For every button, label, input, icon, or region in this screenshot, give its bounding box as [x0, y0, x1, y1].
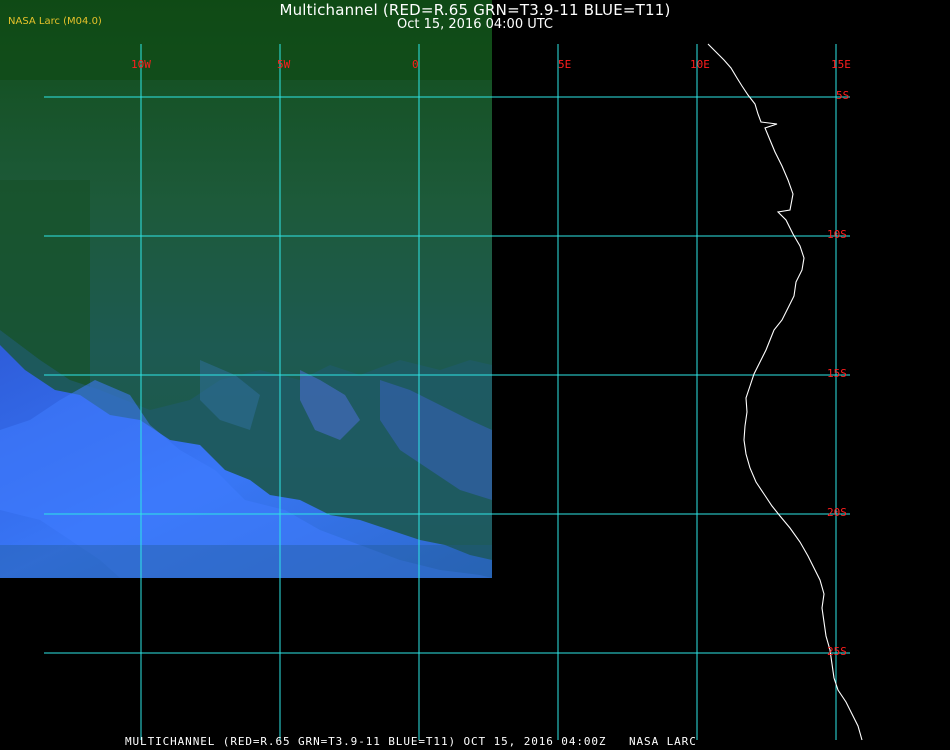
lat-lon-grid	[44, 44, 850, 740]
longitude-label-5w: 5W	[277, 58, 291, 71]
coastline	[707, 43, 863, 741]
latitude-label-25s: 25S	[827, 645, 847, 658]
latitude-label-20s: 20S	[827, 506, 847, 519]
latitude-label-5s: 5S	[836, 89, 850, 102]
map-title: Multichannel (RED=R.65 GRN=T3.9-11 BLUE=…	[279, 1, 671, 19]
satellite-imagery	[0, 0, 492, 578]
longitude-label-5e: 5E	[558, 58, 572, 71]
latitude-label-15s: 15S	[827, 367, 847, 380]
footer-caption: MULTICHANNEL (RED=R.65 GRN=T3.9-11 BLUE=…	[125, 735, 697, 748]
latitude-label-10s: 10S	[827, 228, 847, 241]
longitude-label-0: 0	[412, 58, 419, 71]
longitude-label-15e: 15E	[831, 58, 851, 71]
nasa-larc-logo-label: NASA Larc (M04.0)	[8, 16, 102, 27]
longitude-label-10e: 10E	[690, 58, 710, 71]
longitude-label-10w: 10W	[131, 58, 151, 71]
map-datetime: Oct 15, 2016 04:00 UTC	[397, 17, 553, 32]
